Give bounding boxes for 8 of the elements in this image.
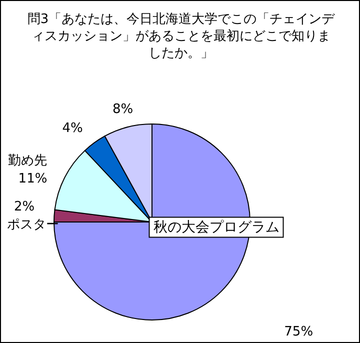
- data-label: 4%: [62, 120, 83, 136]
- slice-label: 勤め先: [8, 154, 48, 169]
- data-label: 8%: [112, 102, 134, 118]
- chart-title: 問3「あなたは、今日北海道大学でこの「チェインディスカッション」があることを最初にどこで知りましたか。」: [26, 11, 336, 62]
- data-label: 11%: [18, 172, 48, 187]
- slice-label: 秋の大会プログラム: [153, 219, 280, 236]
- data-label: 2%: [14, 200, 35, 215]
- data-label: 75%: [284, 324, 314, 340]
